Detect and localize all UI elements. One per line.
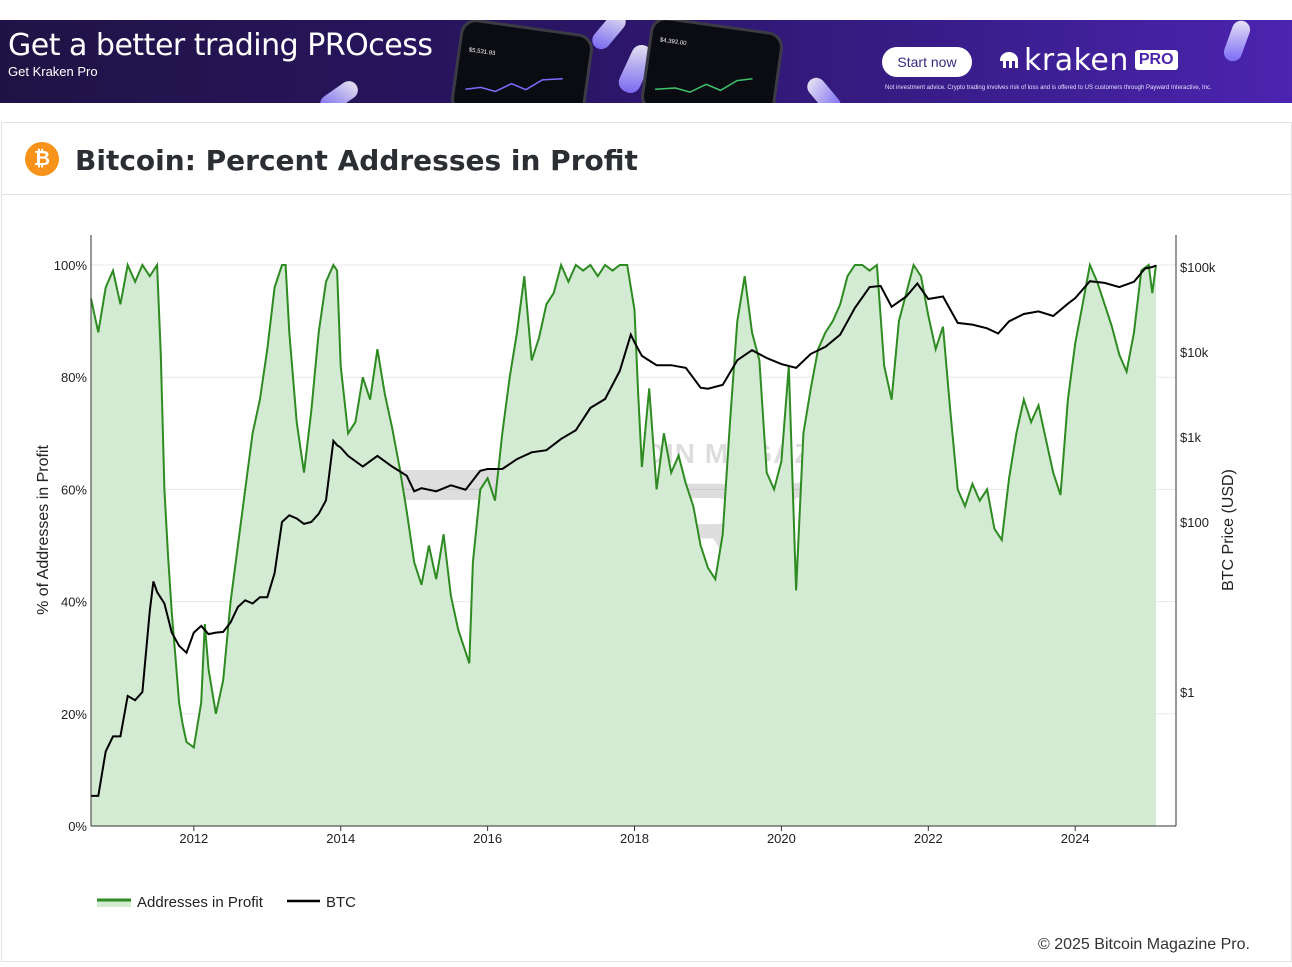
ad-headline: Get a better trading PROcess	[8, 28, 433, 63]
card-header: ₿ Bitcoin: Percent Addresses in Profit	[2, 123, 1291, 195]
y-left-tick-label: 80%	[61, 370, 87, 385]
x-tick-label: 2024	[1061, 831, 1090, 846]
legend-item-addresses[interactable]: Addresses in Profit	[97, 894, 264, 911]
y-left-tick-label: 60%	[61, 482, 87, 497]
y-right-tick-label: $10k	[1180, 345, 1209, 360]
x-tick-label: 2022	[914, 831, 943, 846]
legend[interactable]: Addresses in Profit BTC	[97, 894, 356, 911]
ad-disclaimer: Not investment advice. Crypto trading in…	[885, 85, 1212, 91]
legend-label-btc: BTC	[326, 894, 356, 911]
legend-swatch-area	[97, 899, 131, 907]
x-tick-label: 2012	[179, 831, 208, 846]
y-right-tick-label: $100k	[1180, 260, 1216, 275]
phone-mockup: $4,392.00	[638, 20, 786, 103]
y-left-tick-label: 100%	[54, 258, 88, 273]
kraken-pro-logo: kraken PRO	[998, 42, 1178, 78]
page-title: Bitcoin: Percent Addresses in Profit	[75, 144, 638, 177]
phone-mini-chart	[655, 77, 753, 93]
btc-price-line	[91, 264, 1157, 797]
bitcoin-icon: ₿	[25, 142, 59, 176]
phone-mockup: $5,531.93	[448, 20, 596, 103]
y-right-tick-label: $1	[1180, 685, 1194, 700]
x-tick-label: 2014	[326, 831, 355, 846]
phone-mini-chart	[465, 77, 563, 93]
ad-subline: Get Kraken Pro	[8, 64, 98, 79]
x-axis-ticks: 2012 2014 2016 2018 2020 2022 2024	[179, 826, 1090, 846]
y-right-tick-label: $100	[1180, 515, 1209, 530]
y-left-tick-label: 40%	[61, 595, 87, 610]
y-right-ticks: $1 $100 $1k $10k $100k	[1180, 260, 1216, 700]
addresses-area	[91, 265, 1156, 826]
ad-banner[interactable]: Get a better trading PROcess Get Kraken …	[0, 20, 1292, 103]
addresses-in-profit-line	[90, 261, 1157, 750]
copyright: © 2025 Bitcoin Magazine Pro.	[1038, 936, 1250, 953]
y-left-ticks: 0% 20% 40% 60% 80% 100%	[54, 258, 88, 834]
kraken-wordmark: kraken	[1024, 42, 1129, 78]
x-tick-label: 2020	[767, 831, 796, 846]
x-tick-label: 2016	[473, 831, 502, 846]
pro-badge: PRO	[1134, 50, 1178, 70]
y-axis-right-label: BTC Price (USD)	[1220, 469, 1237, 591]
legend-item-btc[interactable]: BTC	[287, 894, 356, 911]
x-tick-label: 2018	[620, 831, 649, 846]
legend-label-addresses: Addresses in Profit	[137, 894, 264, 911]
y-left-tick-label: 20%	[61, 707, 87, 722]
y-right-tick-label: $1k	[1180, 430, 1201, 445]
start-now-button[interactable]: Start now	[882, 47, 972, 77]
y-axis-left-label: % of Addresses in Profit	[35, 445, 52, 615]
kraken-icon	[1000, 52, 1018, 68]
y-left-tick-label: 0%	[68, 819, 87, 834]
